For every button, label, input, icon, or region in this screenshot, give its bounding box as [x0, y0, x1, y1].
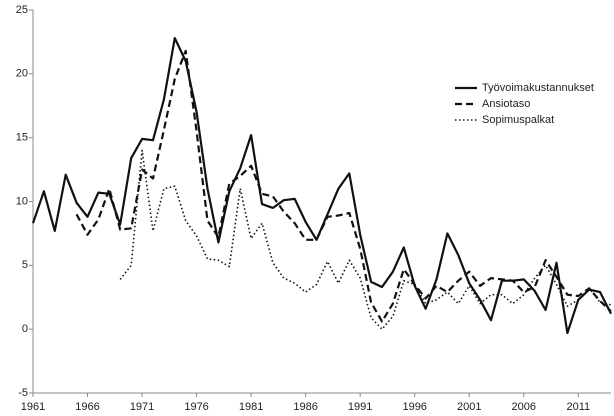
- y-tick-label: 0: [22, 323, 28, 335]
- series-line: [119, 149, 612, 330]
- y-tick-label: -5: [18, 387, 28, 399]
- x-tick-label: 1966: [75, 401, 99, 413]
- y-tick-label: 10: [16, 195, 28, 207]
- x-tick-label: 1961: [21, 401, 45, 413]
- series-line: [75, 49, 612, 323]
- x-tick-label: 1991: [348, 401, 372, 413]
- x-tick-label: 1971: [130, 401, 154, 413]
- x-tick-label: 1996: [402, 401, 426, 413]
- y-tick-label: 15: [16, 132, 28, 144]
- x-tick-label: 1981: [239, 401, 263, 413]
- x-tick-label: 1976: [184, 401, 208, 413]
- y-tick-label: 20: [16, 68, 28, 80]
- y-tick-label: 5: [22, 259, 28, 271]
- legend-label: Ansiotaso: [482, 98, 530, 110]
- legend-label: Sopimuspalkat: [482, 114, 554, 126]
- x-tick-label: 2006: [512, 401, 536, 413]
- y-tick-label: 25: [16, 4, 28, 16]
- x-tick-label: 2001: [457, 401, 481, 413]
- x-tick-label: 2011: [566, 401, 590, 413]
- legend-label: Työvoimakustannukset: [482, 82, 594, 94]
- x-tick-label: 1986: [293, 401, 317, 413]
